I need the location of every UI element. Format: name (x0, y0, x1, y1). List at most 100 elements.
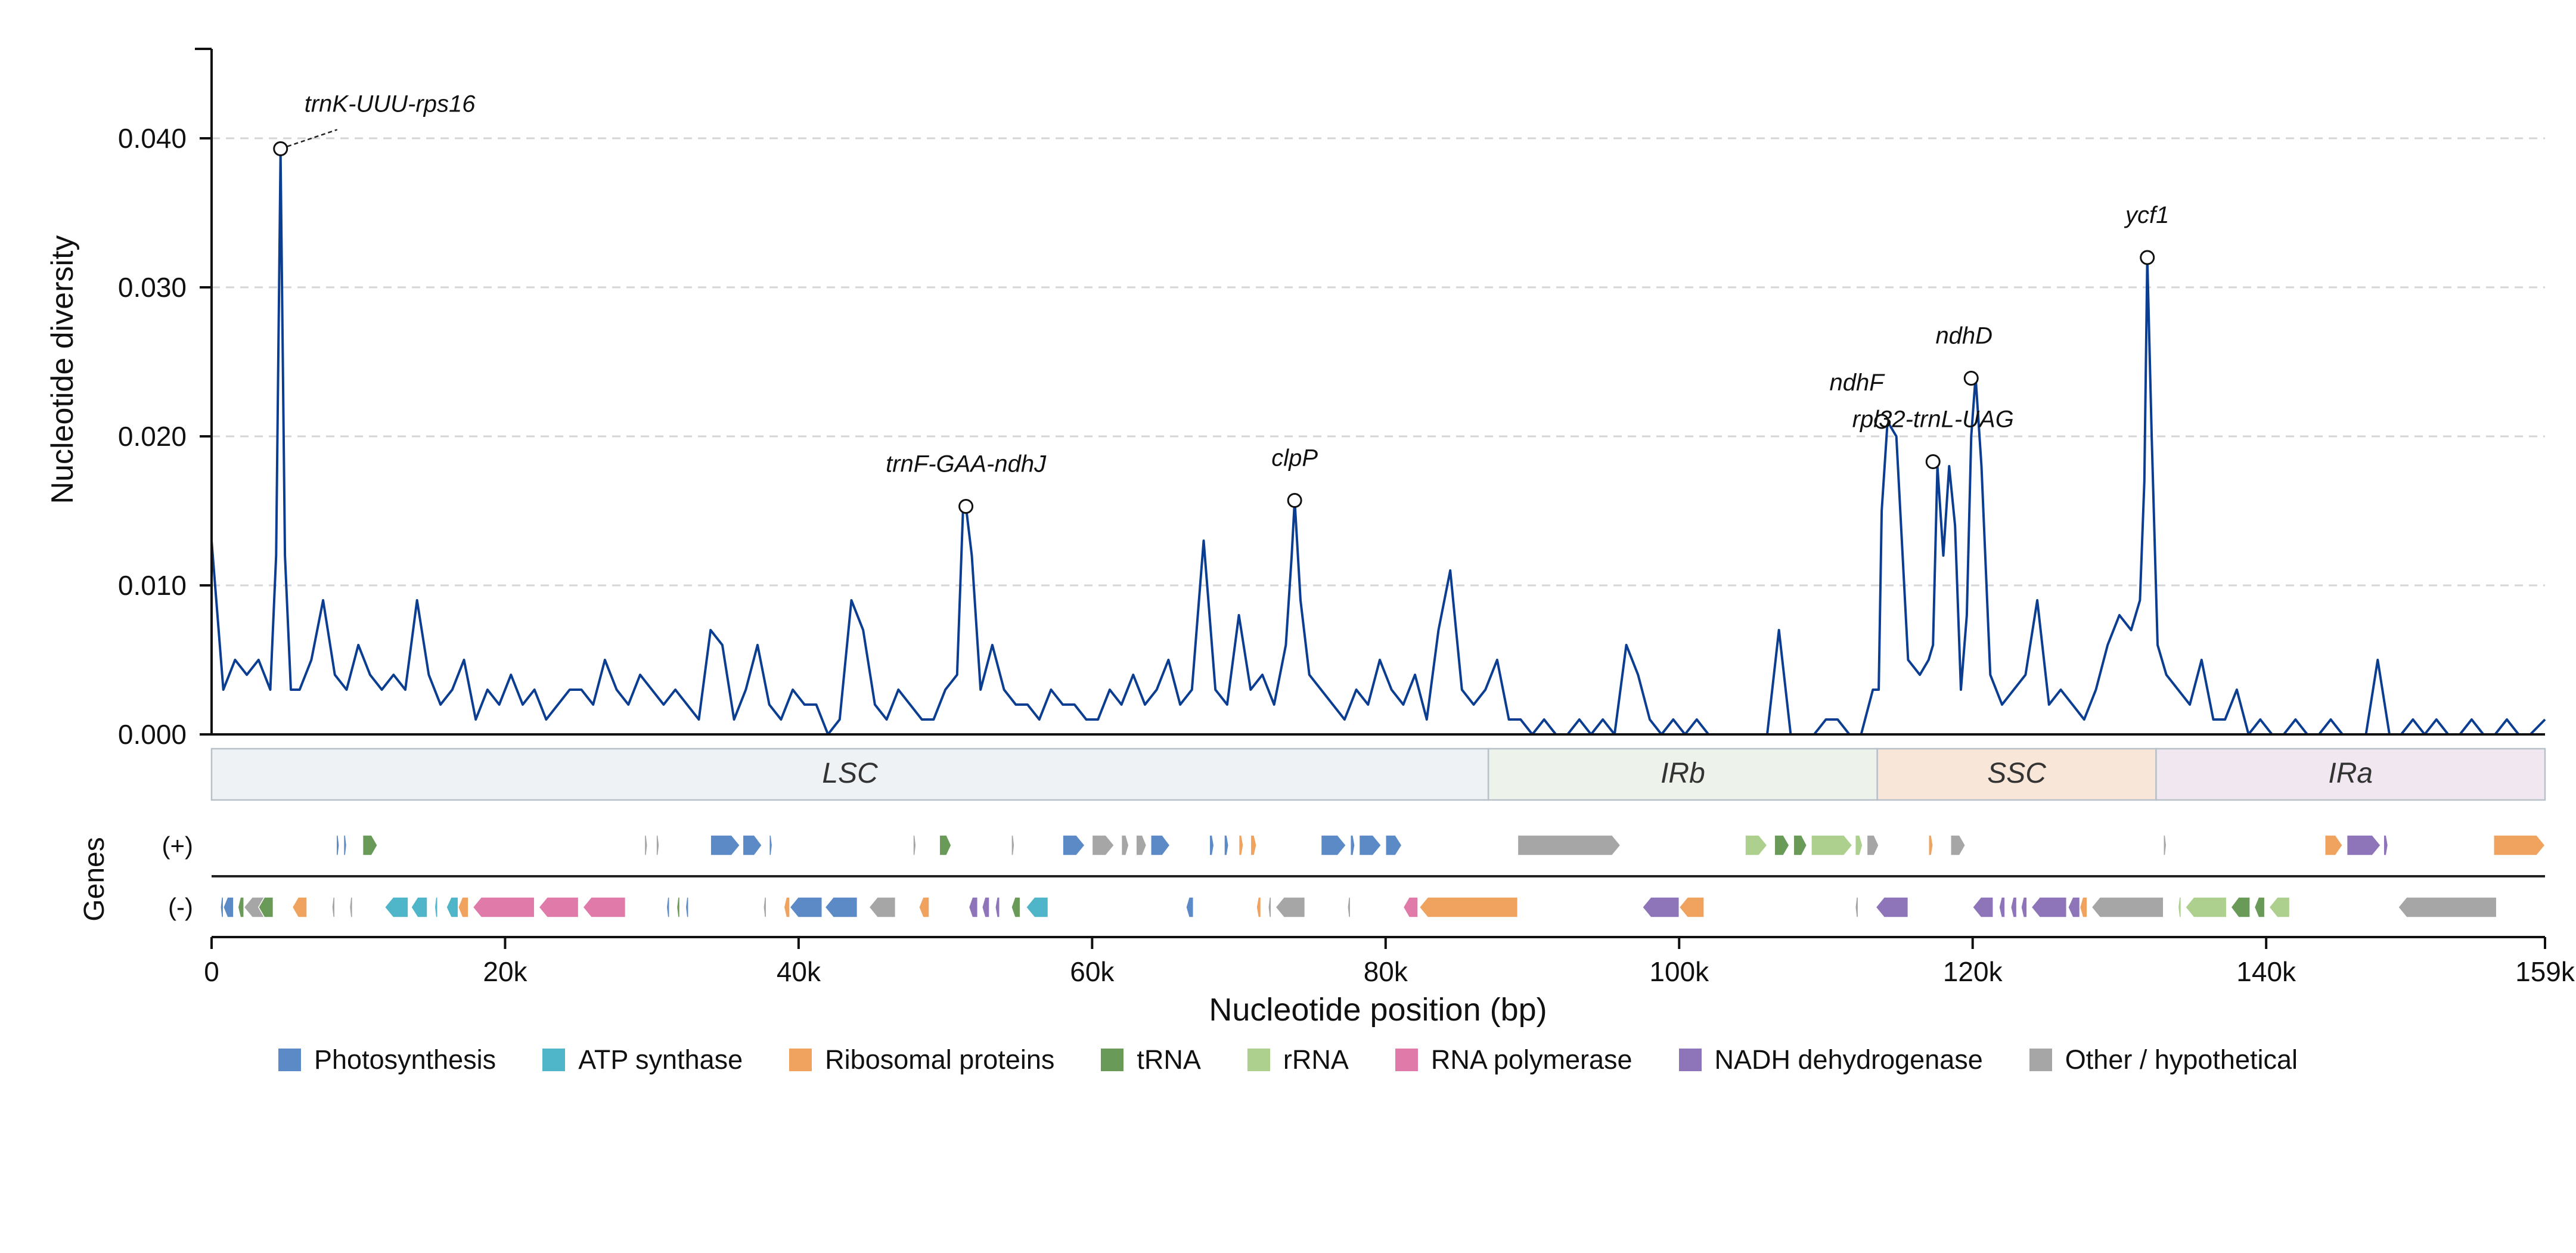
gene-arrow (1268, 897, 1272, 918)
legend-swatch (789, 1049, 812, 1071)
gene-arrow (824, 897, 858, 918)
gene-arrow (2079, 897, 2088, 918)
gene-arrow (1854, 897, 1859, 918)
gene-arrow (2184, 897, 2227, 918)
gene-arrow (1025, 897, 1049, 918)
gene-arrow (1091, 835, 1115, 856)
gene-arrow (2346, 835, 2382, 856)
gene-arrow (257, 897, 274, 918)
gene-arrow (1238, 835, 1244, 856)
x-tick-label: 20k (483, 956, 527, 987)
y-tick-label: 0.000 (118, 719, 187, 750)
gene-arrow (384, 897, 409, 918)
peak-label: ndhF (1829, 370, 1885, 396)
x-tick-label: 100k (1649, 956, 1709, 987)
region-block (2155, 748, 2546, 801)
gene-arrow (446, 897, 459, 918)
gene-arrow (1402, 897, 1419, 918)
y-axis-label: Nucleotide diversity (45, 235, 80, 504)
peak-marker (1963, 371, 1979, 386)
legend-swatch (1395, 1049, 1418, 1071)
gene-arrow (457, 897, 469, 918)
x-tick-label: 159k (2515, 956, 2575, 987)
gene-arrow (1256, 897, 1262, 918)
gene-arrow (2010, 897, 2018, 918)
gene-arrow (2383, 835, 2389, 856)
legend-item: RNA polymerase (1395, 1044, 1632, 1075)
gene-arrow (538, 897, 579, 918)
peak-annotations: trnK-UUU-rps16 trnF-GAA-ndhJ clpP ndhF rpl32… (273, 91, 2169, 514)
gene-arrow (1347, 897, 1351, 918)
gene-arrow (2493, 835, 2546, 856)
gene-arrow (939, 835, 952, 856)
legend-swatch (1678, 1049, 1702, 1071)
region-label: SSC (1987, 758, 2046, 789)
gene-arrow (918, 897, 930, 918)
gene-arrow (343, 835, 347, 856)
gene-arrow (2177, 897, 2182, 918)
gene-arrow (336, 835, 340, 856)
gene-arrow (1745, 835, 1768, 856)
peak-label: rpl32-trnL-UAG (1852, 407, 2014, 433)
x-tick-label: 120k (1943, 956, 2003, 987)
legend-label: Other / hypothetical (2065, 1044, 2298, 1075)
gene-arrow (2021, 897, 2028, 918)
gene-arrow (1811, 835, 1853, 856)
genes-track-label: Genes (79, 837, 110, 921)
peak-marker (273, 141, 288, 156)
gene-arrow (1358, 835, 1382, 856)
gene-arrow (1385, 835, 1402, 856)
axes: 0.000 0.010 0.020 0.030 0.040 0 20k 40k 60k 80k 10… (118, 48, 2575, 987)
gene-arrow (411, 897, 428, 918)
y-tick-label: 0.010 (118, 570, 187, 601)
legend-swatch (1101, 1049, 1124, 1071)
gene-arrow (1275, 897, 1306, 918)
gene-arrow (2397, 897, 2497, 918)
peak-label: clpP (1271, 445, 1318, 472)
gene-arrow (291, 897, 308, 918)
legend-swatch (278, 1049, 301, 1071)
gene-arrow (913, 835, 917, 856)
y-tick-label: 0.020 (118, 421, 187, 452)
region-bar: LSC IRb SSC IRa (210, 748, 2546, 801)
gene-arrow (1062, 835, 1085, 856)
peak-label: ycf1 (2124, 202, 2169, 228)
legend-swatch (542, 1049, 566, 1071)
x-tick-label: 0 (204, 956, 219, 987)
x-tick-label: 140k (2236, 956, 2296, 987)
gene-arrow (582, 897, 626, 918)
legend-item: rRNA (1247, 1044, 1349, 1075)
gene-arrow (656, 835, 660, 856)
legend-label: rRNA (1283, 1044, 1349, 1075)
gene-arrow (868, 897, 896, 918)
gene-arrow (1320, 835, 1347, 856)
gene-arrow (1875, 897, 1909, 918)
peak-marker (958, 499, 974, 514)
gene-arrow (2230, 897, 2251, 918)
gene-arrow (1972, 897, 1994, 918)
annotation-leader (280, 129, 338, 150)
gene-arrow (1928, 835, 1933, 856)
gene-arrow (2254, 897, 2265, 918)
gene-arrow (768, 835, 773, 856)
gene-arrow (1678, 897, 1705, 918)
legend-label: NADH dehydrogenase (1714, 1044, 1983, 1075)
peak-label: trnF-GAA-ndhJ (886, 451, 1047, 477)
gene-arrow (995, 897, 1000, 918)
region-block (1876, 748, 2157, 801)
legend-item: NADH dehydrogenase (1678, 1044, 1983, 1075)
legend-label: tRNA (1137, 1044, 1201, 1075)
gene-arrow (1950, 835, 1966, 856)
gene-arrow (237, 897, 244, 918)
region-block (210, 748, 1489, 801)
gene-arrow (981, 897, 990, 918)
region-label: LSC (822, 758, 878, 789)
peak-label: ndhD (1935, 323, 1992, 349)
legend: Photosynthesis ATP synthase Ribosomal pr… (0, 1042, 2576, 1078)
y-tick-label: 0.040 (118, 123, 187, 154)
gene-arrow (1349, 835, 1355, 856)
gene-arrow (1419, 897, 1519, 918)
legend-swatch (1247, 1049, 1270, 1071)
legend-label: Ribosomal proteins (825, 1044, 1055, 1075)
